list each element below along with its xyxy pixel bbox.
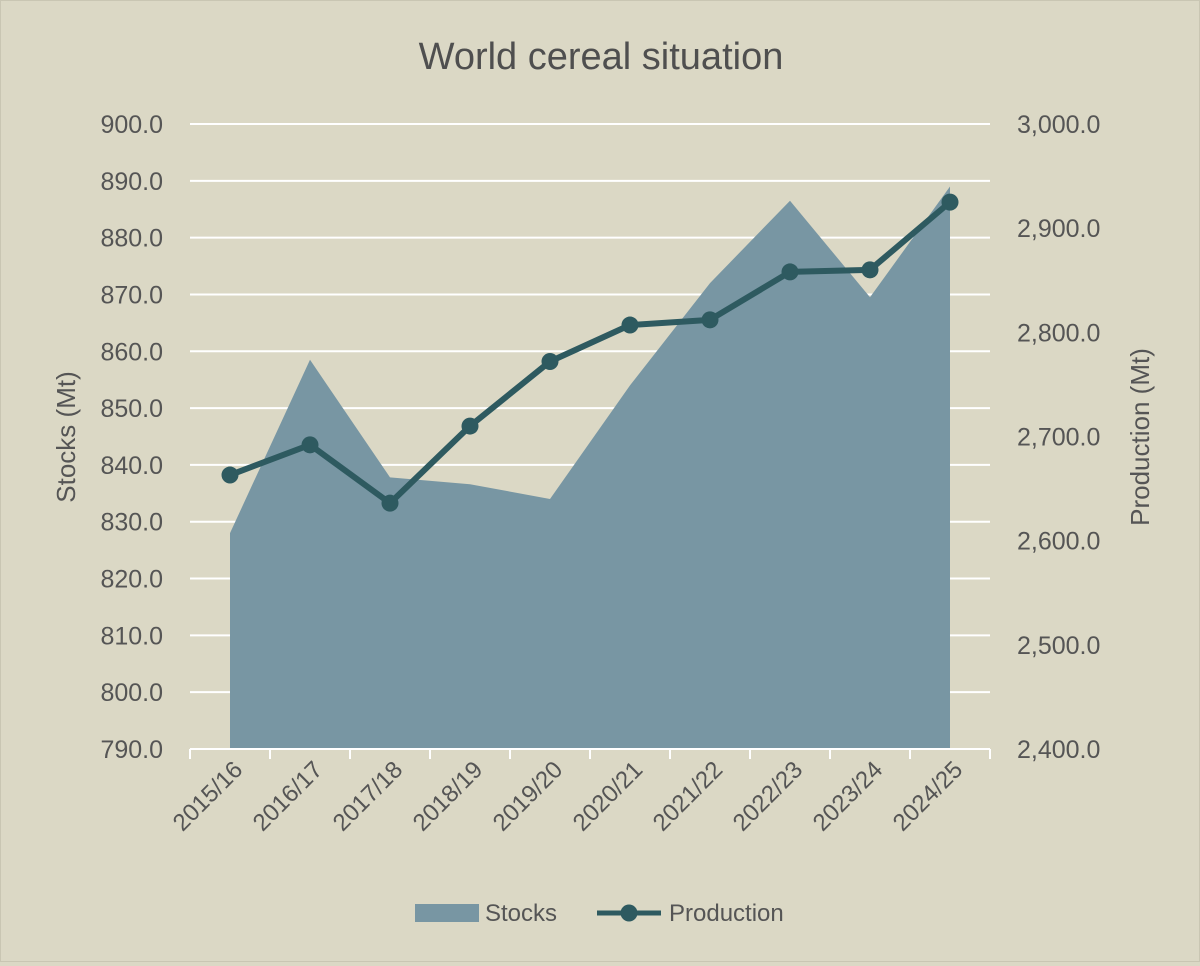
stocks-area-layer — [230, 186, 950, 749]
stocks-area — [230, 186, 950, 749]
left-tick-label: 840.0 — [100, 452, 163, 480]
production-point — [301, 436, 319, 454]
production-point — [781, 263, 799, 281]
production-point — [221, 466, 239, 484]
production-point — [461, 417, 479, 435]
x-tick-label: 2021/22 — [648, 756, 728, 836]
left-axis-label: Stocks (Mt) — [51, 371, 81, 502]
x-tick-label: 2015/16 — [168, 756, 248, 836]
x-tick-label: 2016/17 — [248, 756, 328, 836]
chart-title: World cereal situation — [419, 36, 784, 78]
production-line — [227, 199, 953, 507]
left-tick-label: 900.0 — [100, 111, 163, 139]
left-tick-label: 810.0 — [100, 622, 163, 650]
production-line-layer — [221, 193, 959, 512]
right-tick-label: 2,700.0 — [1017, 424, 1100, 452]
right-tick-label: 2,600.0 — [1017, 528, 1100, 556]
x-tick-label: 2020/21 — [568, 756, 648, 836]
right-axis-ticks: 3,000.0 2,900.0 2,800.0 2,700.0 2,600.0 2,500… — [1017, 111, 1100, 764]
x-tick-label: 2019/20 — [488, 756, 568, 836]
left-tick-label: 820.0 — [100, 566, 163, 594]
left-tick-label: 870.0 — [100, 281, 163, 309]
right-tick-label: 2,800.0 — [1017, 319, 1100, 347]
right-tick-label: 3,000.0 — [1017, 111, 1100, 139]
left-tick-label: 880.0 — [100, 225, 163, 253]
left-tick-label: 800.0 — [100, 679, 163, 707]
legend-stocks-swatch — [415, 904, 479, 922]
right-axis-label: Production (Mt) — [1125, 348, 1155, 526]
x-tick-label: 2017/18 — [328, 756, 408, 836]
left-tick-label: 790.0 — [100, 736, 163, 764]
x-tick-label: 2023/24 — [808, 756, 888, 836]
production-point — [941, 193, 959, 211]
x-axis-ticks: 2015/16 2016/17 2017/18 2018/19 2019/20 2020/… — [168, 756, 968, 836]
production-point — [621, 316, 639, 334]
legend-stocks-label: Stocks — [485, 900, 557, 927]
right-tick-label: 2,500.0 — [1017, 632, 1100, 660]
right-tick-label: 2,400.0 — [1017, 736, 1100, 764]
x-tick-label: 2024/25 — [888, 756, 968, 836]
production-point — [861, 261, 879, 279]
left-tick-label: 860.0 — [100, 338, 163, 366]
left-tick-label: 890.0 — [100, 168, 163, 196]
left-tick-label: 850.0 — [100, 395, 163, 423]
axes — [189, 748, 991, 759]
x-tick-label: 2018/19 — [408, 756, 488, 836]
legend-production-label: Production — [669, 900, 784, 927]
legend: Stocks Production — [415, 900, 784, 927]
production-point — [541, 353, 559, 370]
left-axis-ticks: 900.0 890.0 880.0 870.0 860.0 850.0 840.0 830.0… — [100, 111, 163, 764]
production-point — [381, 494, 399, 512]
x-tick-label: 2022/23 — [728, 756, 808, 836]
right-tick-label: 2,900.0 — [1017, 215, 1100, 243]
legend-production-marker — [620, 904, 638, 922]
left-tick-label: 830.0 — [100, 509, 163, 537]
production-point — [701, 311, 719, 329]
